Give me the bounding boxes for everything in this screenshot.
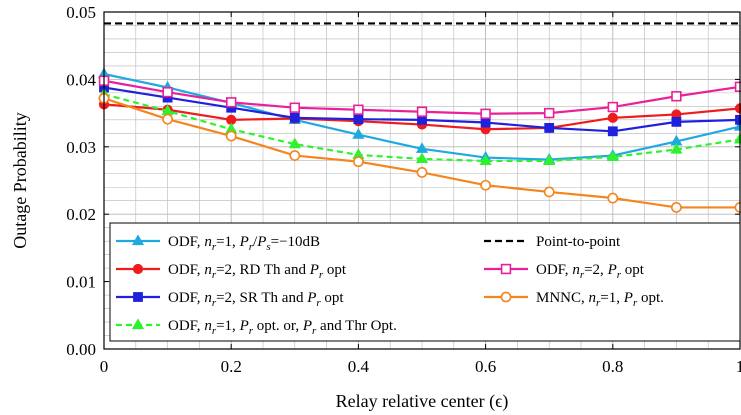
data-point-odf-nr2-sr <box>607 126 618 137</box>
legend-item-odf-nr2-pr: ODF, nr​=2, Pr​ opt <box>484 262 645 281</box>
x-tick-label: 0.8 <box>602 357 623 376</box>
legend-marker-odf-nr2-pr <box>500 263 512 275</box>
legend-label-odf-nr2-rd: ODF, nr​=2, RD Th and Pr​ opt <box>168 262 347 281</box>
data-point-odf-nr2-pr <box>543 107 555 119</box>
data-point-odf-nr2-pr <box>671 91 682 102</box>
data-point-mnnc <box>543 186 555 198</box>
data-point-odf-nr2-pr <box>162 87 173 98</box>
data-point-odf-nr1-10db <box>352 128 365 139</box>
data-point-odf-nr1-opt <box>543 154 556 166</box>
data-point-odf-nr2-pr <box>353 104 364 115</box>
legend: ODF, nr​=1, Pr​/Ps​=−10dB Point-to-point O… <box>109 222 741 342</box>
data-point-odf-nr1-opt <box>415 152 429 164</box>
legend-label-odf-nr1-10db: ODF, nr​=1, Pr​/Ps​=−10dB <box>168 234 320 253</box>
data-point-mnnc <box>352 156 364 168</box>
data-point-mnnc <box>607 192 619 204</box>
y-axis-label: Outage Probability <box>10 112 30 248</box>
data-point-odf-nr2-pr <box>289 102 300 113</box>
legend-item-odf-nr2-rd: ODF, nr​=2, RD Th and Pr​ opt <box>116 262 347 281</box>
legend-label-odf-nr1-opt: ODF, nr​=1, Pr​ opt. or, Pr​ and Thr Opt… <box>168 318 397 337</box>
data-point-odf-nr1-opt <box>479 154 492 166</box>
axis-ticks: 0 0.2 0.4 0.6 0.8 1 0.00 0.01 0.02 0.03 0.04 0.05 <box>66 3 741 376</box>
legend-item-odf-nr1-10db: ODF, nr​=1, Pr​/Ps​=−10dB <box>116 234 320 253</box>
data-point-odf-nr2-pr <box>416 106 428 117</box>
legend-marker-mnnc <box>500 291 512 303</box>
legend-item-mnnc: MNNC, nr​=1, Pr​ opt. <box>484 290 664 309</box>
x-tick-label: 1 <box>736 357 741 376</box>
legend-item-odf-nr2-sr: ODF, nr​=2, SR Th and Pr​ opt <box>116 290 344 309</box>
legend-label-odf-nr2-sr: ODF, nr​=2, SR Th and Pr​ opt <box>168 290 344 309</box>
data-point-odf-nr2-sr <box>289 112 300 123</box>
y-tick-label: 0.00 <box>66 340 96 359</box>
data-point-odf-nr2-rd <box>607 112 618 123</box>
series-mnnc <box>98 92 741 213</box>
data-point-odf-nr1-opt <box>606 150 619 162</box>
data-point-odf-nr2-pr <box>480 108 491 119</box>
y-tick-label: 0.03 <box>66 138 96 157</box>
data-point-odf-nr2-sr <box>671 116 682 127</box>
y-tick-label: 0.02 <box>66 205 96 224</box>
x-tick-label: 0.4 <box>348 357 370 376</box>
data-point-mnnc <box>671 202 682 213</box>
legend-box <box>109 222 741 342</box>
data-point-odf-nr1-opt <box>670 142 683 154</box>
x-tick-label: 0.6 <box>475 357 496 376</box>
data-point-mnnc <box>289 150 301 161</box>
x-axis-label: Relay relative center (ϵ) <box>336 391 509 412</box>
plot-frame <box>103 11 741 350</box>
y-tick-label: 0.05 <box>66 3 96 22</box>
legend-marker-odf-nr2-sr <box>133 292 143 302</box>
plot-border <box>103 11 741 350</box>
data-point-mnnc <box>225 130 237 142</box>
legend-label-p2p: Point-to-point <box>536 234 621 250</box>
legend-item-odf-nr1-opt: ODF, nr​=1, Pr​ opt. or, Pr​ and Thr Opt… <box>116 318 397 337</box>
data-point-odf-nr2-pr <box>226 97 237 108</box>
data-point-odf-nr2-pr <box>607 101 619 113</box>
data-point-odf-nr2-sr <box>353 114 364 125</box>
legend-marker-odf-nr1-opt <box>131 318 145 330</box>
legend-item-p2p: Point-to-point <box>484 234 621 250</box>
y-tick-label: 0.04 <box>66 70 96 89</box>
legend-marker-odf-nr2-rd <box>132 263 144 275</box>
legend-label-odf-nr2-pr: ODF, nr​=2, Pr​ opt <box>536 262 645 281</box>
data-point-odf-nr1-opt <box>288 137 301 149</box>
x-tick-label: 0 <box>100 357 109 376</box>
data-point-odf-nr2-sr <box>480 117 491 128</box>
axis-labels: Relay relative center (ϵ) Outage Probabi… <box>10 112 508 412</box>
legend-marker-odf-nr1-10db <box>131 234 145 246</box>
y-tick-label: 0.01 <box>66 273 96 292</box>
data-point-mnnc <box>480 179 491 191</box>
data-point-mnnc <box>416 167 428 178</box>
data-point-mnnc <box>162 113 173 125</box>
x-tick-label: 0.2 <box>221 357 242 376</box>
series-odf-nr2-pr <box>98 75 741 119</box>
series-layer <box>97 22 741 213</box>
data-point-odf-nr2-sr <box>544 123 555 133</box>
legend-label-mnnc: MNNC, nr​=1, Pr​ opt. <box>536 290 664 309</box>
